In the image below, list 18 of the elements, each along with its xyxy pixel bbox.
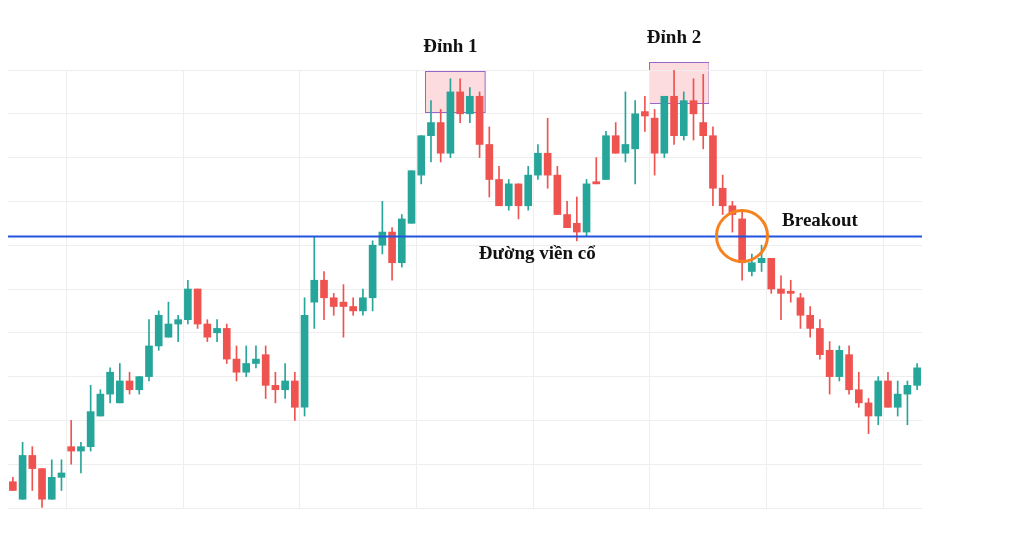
candlestick: [252, 345, 260, 369]
candlestick: [281, 363, 289, 399]
annotation: Breakout: [782, 208, 859, 230]
text: Đỉnh 1: [423, 35, 478, 57]
candlestick: [592, 157, 601, 185]
text: Đỉnh 2: [646, 26, 702, 48]
candlestick: [310, 236, 319, 329]
candlestick: [67, 420, 76, 465]
candlestick: [641, 95, 649, 132]
candlestick: [786, 279, 795, 303]
candlestick: [777, 275, 785, 320]
candlestick: [349, 297, 358, 316]
ref-line-label: Đường viền cổ: [478, 241, 597, 263]
candlestick: [174, 314, 182, 342]
candlestick: [77, 441, 85, 474]
candlestick: [213, 319, 221, 342]
candlestick: [699, 74, 708, 150]
candlestick: [427, 100, 435, 163]
